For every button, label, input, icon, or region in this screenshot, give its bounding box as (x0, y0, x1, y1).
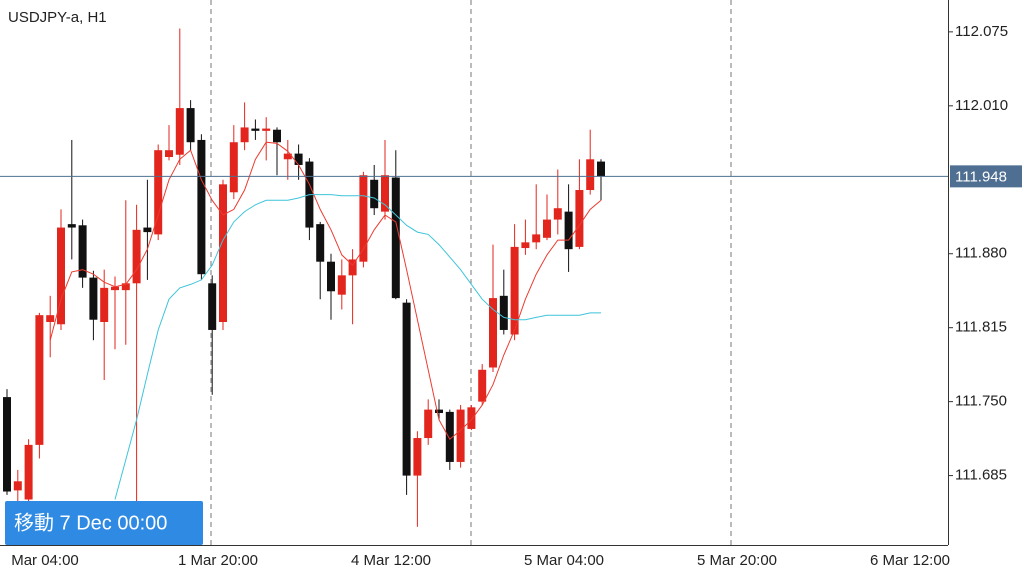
candle-body (67, 224, 76, 228)
candle-body (359, 175, 368, 262)
candle-body (532, 234, 541, 243)
candle-body (283, 153, 292, 160)
candle-body (586, 159, 595, 191)
x-tick-label: 5 Mar 04:00 (524, 552, 604, 569)
x-tick-label: 6 Mar 12:00 (870, 552, 950, 569)
candle-body (435, 409, 443, 414)
candle-body (521, 242, 530, 249)
y-tick-label: 112.075 (955, 23, 1008, 40)
candle-body (316, 224, 325, 262)
candle-body (132, 229, 141, 284)
candle-body (456, 409, 465, 462)
candle-body (445, 411, 454, 462)
candle-body (337, 275, 346, 295)
candle-body (413, 438, 422, 476)
candle-body (3, 397, 11, 492)
plot (3, 28, 605, 527)
candle-body (402, 302, 411, 476)
y-tick-label: 111.880 (955, 245, 1007, 262)
candle-body (543, 219, 551, 238)
candle-body (186, 108, 195, 143)
price-label-box (950, 165, 1022, 188)
candle-body (597, 161, 605, 177)
candle-body (240, 127, 249, 143)
y-tick-label: 111.750 (955, 393, 1007, 410)
moving-average (114, 194, 601, 500)
candle-body (154, 150, 163, 235)
candle-body (564, 211, 573, 250)
candle-body (553, 208, 562, 220)
candle-body (219, 184, 227, 322)
candle-body (294, 153, 303, 165)
moving-average (49, 141, 602, 440)
candle-body (262, 128, 271, 131)
candle-body (424, 409, 433, 439)
price-label: 111.948 (955, 168, 1007, 185)
candle-body (327, 261, 335, 292)
candle-body (100, 287, 109, 322)
candle-body (510, 246, 519, 335)
candle-body (251, 128, 260, 131)
y-tick-label: 111.815 (955, 319, 1007, 336)
candle-body (24, 444, 33, 500)
y-tick-label: 111.685 (955, 467, 1007, 484)
candle-body (348, 259, 357, 276)
candle-body (208, 283, 217, 330)
x-tick-label: 4 Mar 12:00 (351, 552, 431, 569)
candle-body (197, 139, 206, 275)
candle-body (489, 298, 497, 368)
candle-body (57, 227, 65, 325)
navigation-label[interactable]: 移動 7 Dec 00:00 (14, 511, 167, 534)
candle-body (89, 277, 98, 320)
candle-body (370, 179, 379, 209)
candle-body (391, 177, 400, 299)
candle-body (46, 315, 55, 322)
x-tick-label: Mar 04:00 (11, 552, 79, 569)
candle-body (381, 175, 389, 212)
candle-body (478, 369, 487, 402)
y-tick-label: 112.010 (955, 97, 1008, 114)
candle-body (467, 407, 476, 429)
candle-body (121, 283, 130, 291)
candle-body (499, 295, 508, 330)
candle-body (35, 315, 44, 445)
candle-body (273, 129, 281, 143)
candle-body (111, 286, 119, 291)
candle-body (575, 190, 584, 247)
x-tick-label: 1 Mar 20:00 (178, 552, 258, 569)
x-tick-label: 5 Mar 20:00 (697, 552, 777, 569)
navigation-button[interactable] (5, 501, 203, 545)
chart-title: USDJPY-a, H1 (8, 9, 107, 26)
candle-body (165, 150, 173, 158)
candle-body (13, 481, 22, 491)
candle-body (78, 225, 87, 278)
candle-body (229, 142, 238, 193)
candle-body (175, 108, 184, 155)
candle-body (143, 227, 152, 233)
